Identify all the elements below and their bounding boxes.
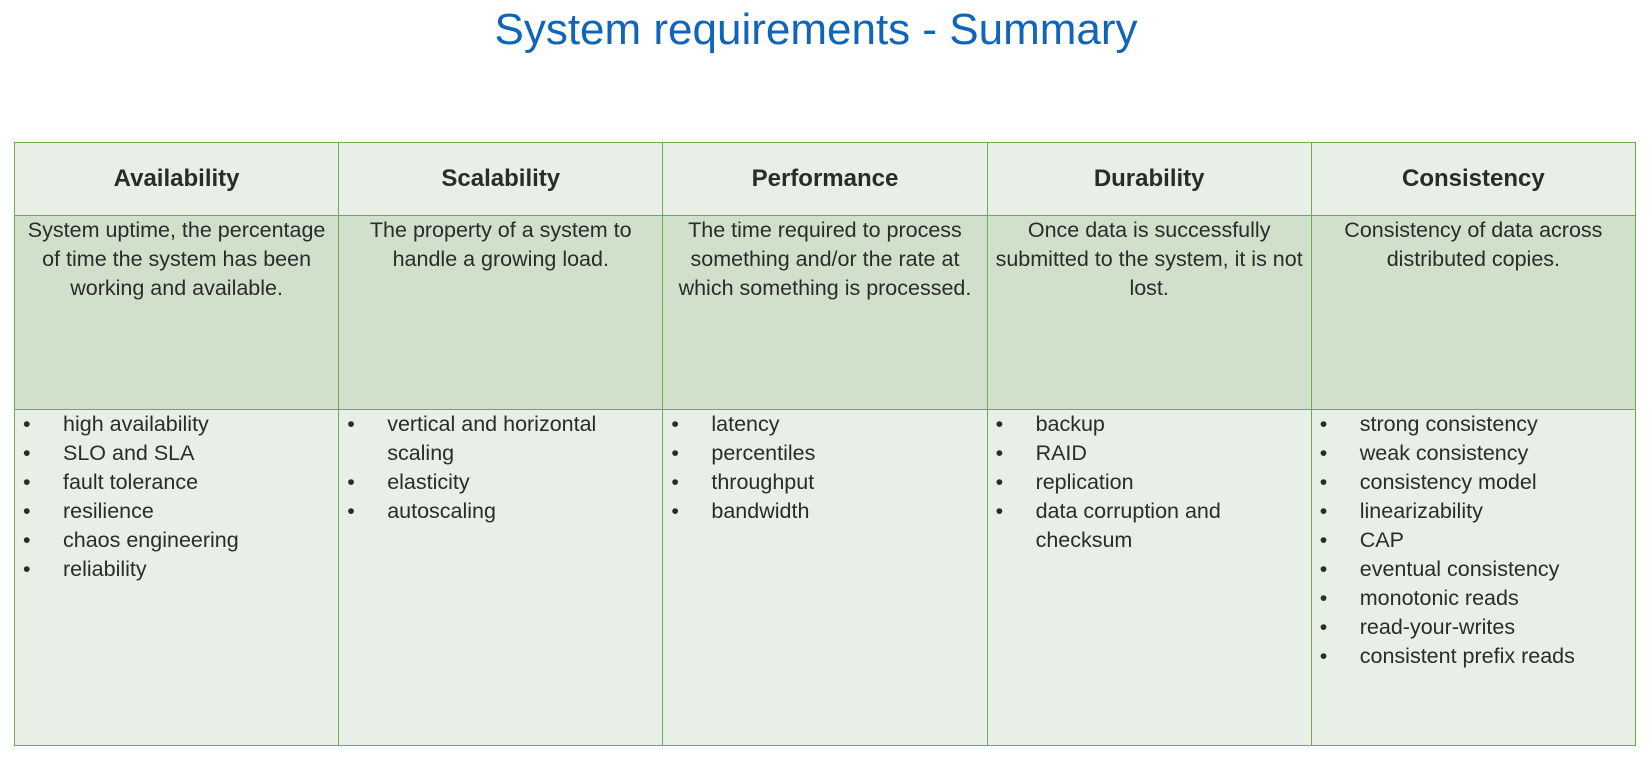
- topic-item: latency: [663, 410, 986, 439]
- topic-item: consistency model: [1312, 468, 1635, 497]
- description-consistency: Consistency of data across distributed c…: [1310, 215, 1637, 410]
- topic-item: RAID: [988, 439, 1311, 468]
- description-performance: The time required to process something a…: [662, 215, 988, 410]
- column-heading-durability: Durability: [986, 142, 1312, 216]
- topic-item: data corruption and checksum: [988, 497, 1311, 555]
- slide-title: System requirements - Summary: [494, 5, 1138, 54]
- topic-list: latency percentiles throughput bandwidth: [663, 410, 986, 526]
- topic-list: vertical and horizontal scaling elastici…: [339, 410, 662, 526]
- topic-item: weak consistency: [1312, 439, 1635, 468]
- topic-item: read-your-writes: [1312, 613, 1635, 642]
- topic-item: resilience: [15, 497, 338, 526]
- topics-cell-consistency: strong consistency weak consistency cons…: [1310, 409, 1637, 746]
- topic-item: high availability: [15, 410, 338, 439]
- topic-item: monotonic reads: [1312, 584, 1635, 613]
- topic-list: backup RAID replication data corruption …: [988, 410, 1311, 555]
- description-row: System uptime, the percentage of time th…: [13, 215, 1637, 410]
- topic-item: percentiles: [663, 439, 986, 468]
- column-heading-performance: Performance: [662, 142, 988, 216]
- requirements-table: Availability Scalability Performance Dur…: [13, 142, 1637, 746]
- topic-item: bandwidth: [663, 497, 986, 526]
- topic-item: eventual consistency: [1312, 555, 1635, 584]
- description-durability: Once data is successfully submitted to t…: [986, 215, 1312, 410]
- topic-item: throughput: [663, 468, 986, 497]
- topic-item: replication: [988, 468, 1311, 497]
- topic-item: linearizability: [1312, 497, 1635, 526]
- topics-cell-durability: backup RAID replication data corruption …: [986, 409, 1312, 746]
- topic-item: backup: [988, 410, 1311, 439]
- topics-cell-scalability: vertical and horizontal scaling elastici…: [338, 409, 664, 746]
- topic-item: consistent prefix reads: [1312, 642, 1635, 671]
- topic-list: high availability SLO and SLA fault tole…: [15, 410, 338, 584]
- topics-row: high availability SLO and SLA fault tole…: [13, 409, 1637, 746]
- topic-item: elasticity: [339, 468, 662, 497]
- topic-item: strong consistency: [1312, 410, 1635, 439]
- topic-item: vertical and horizontal scaling: [339, 410, 662, 468]
- topic-item: chaos engineering: [15, 526, 338, 555]
- header-row: Availability Scalability Performance Dur…: [13, 142, 1637, 216]
- topic-item: reliability: [15, 555, 338, 584]
- description-scalability: The property of a system to handle a gro…: [338, 215, 664, 410]
- description-availability: System uptime, the percentage of time th…: [13, 215, 340, 410]
- topic-item: CAP: [1312, 526, 1635, 555]
- topics-cell-availability: high availability SLO and SLA fault tole…: [13, 409, 340, 746]
- topics-cell-performance: latency percentiles throughput bandwidth: [662, 409, 988, 746]
- column-heading-consistency: Consistency: [1310, 142, 1637, 216]
- topic-item: autoscaling: [339, 497, 662, 526]
- column-heading-availability: Availability: [13, 142, 340, 216]
- topic-item: SLO and SLA: [15, 439, 338, 468]
- topic-item: fault tolerance: [15, 468, 338, 497]
- column-heading-scalability: Scalability: [338, 142, 664, 216]
- topic-list: strong consistency weak consistency cons…: [1312, 410, 1635, 671]
